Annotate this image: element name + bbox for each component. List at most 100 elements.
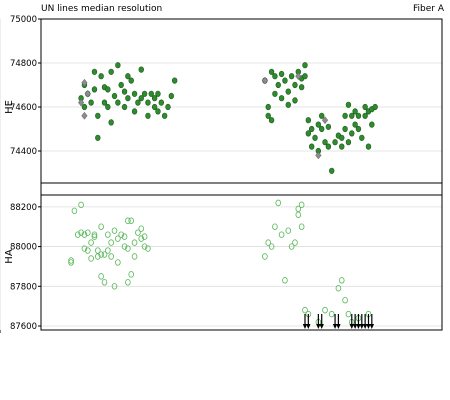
ha-point [98, 273, 104, 280]
ha-point [342, 297, 348, 304]
he-point [131, 108, 138, 115]
y-tick-label: 75000 [10, 15, 37, 25]
ha-point [74, 231, 81, 238]
he-point [168, 92, 175, 100]
ha-point [145, 245, 151, 252]
he-point [308, 143, 315, 150]
ha-point [275, 199, 282, 207]
ha-point [68, 259, 74, 266]
ha-point [141, 243, 148, 250]
he-point [155, 108, 161, 115]
he-point [125, 95, 131, 102]
ha-limit-arrowhead [336, 324, 341, 329]
he-point [81, 103, 88, 111]
ha-point [101, 251, 108, 258]
he-point [121, 103, 128, 111]
ha-point [125, 245, 131, 252]
ha-point [131, 253, 138, 260]
ha-point [115, 235, 121, 242]
ha-point [135, 229, 141, 236]
he-point [268, 117, 275, 124]
he-point [319, 112, 325, 119]
he-point [275, 81, 281, 89]
he-point [345, 101, 352, 108]
he-point [349, 130, 355, 137]
he-point [128, 77, 134, 84]
he-point [141, 90, 148, 97]
ha-point [298, 223, 305, 230]
he-point [342, 125, 348, 133]
he-point [355, 112, 362, 119]
ha-point [68, 257, 74, 264]
ha-point [328, 310, 335, 318]
ha-point [111, 227, 118, 234]
he-point [298, 84, 305, 91]
he-point [372, 103, 378, 111]
ha-point [111, 283, 118, 290]
ha-point [128, 271, 135, 278]
ha-point [128, 217, 135, 224]
ha-limit-arrowhead [352, 324, 358, 329]
ha-point [138, 235, 145, 242]
ha-point [115, 259, 121, 266]
he-point [121, 88, 128, 95]
he-panel: 74400 74600 74800 75000 HE [0, 15, 443, 198]
ha-point [141, 233, 148, 240]
y-tick-label: 87800 [10, 282, 37, 292]
ha-point [285, 227, 292, 234]
he-point [138, 66, 144, 73]
he-point [345, 139, 352, 146]
he-point [322, 139, 328, 146]
ha-point [125, 217, 131, 224]
he-point [115, 62, 121, 69]
ha-point [81, 231, 88, 238]
he-point [268, 68, 275, 75]
he-point [88, 99, 94, 106]
he-point [362, 103, 368, 111]
he-point [292, 97, 298, 104]
ha-point [338, 277, 345, 284]
he-point [305, 117, 312, 124]
y-tick-label: 87600 [10, 322, 37, 332]
ha-point [272, 223, 278, 230]
he-flagged-point [77, 98, 85, 107]
ha-limit-arrowhead [302, 324, 308, 329]
ha-point [322, 306, 328, 314]
he-flagged-point [295, 72, 302, 81]
ha-point [84, 229, 91, 236]
he-point [278, 95, 285, 102]
ha-point [108, 253, 114, 260]
he-point [158, 99, 165, 106]
ha-point [91, 233, 98, 240]
ha-point [78, 229, 84, 236]
he-flagged-point [261, 76, 269, 85]
ha-limit-arrowhead [362, 324, 368, 329]
he-point [265, 112, 271, 119]
he-point [352, 121, 358, 128]
he-point [288, 73, 295, 80]
he-point [352, 108, 358, 115]
he-point [285, 101, 291, 108]
he-point [111, 92, 118, 100]
ha-point [265, 239, 272, 246]
y-tick-label: 74400 [10, 147, 37, 157]
he-point [91, 68, 98, 75]
ha-point [121, 243, 128, 250]
he-point [105, 103, 111, 111]
he-point [98, 73, 104, 80]
ha-limit-arrowhead [366, 324, 371, 329]
ha-point [262, 253, 268, 260]
ha-limit-arrowhead [349, 324, 354, 329]
he-point [362, 112, 368, 119]
ha-limit-arrowhead [306, 324, 311, 329]
he-point [148, 90, 154, 97]
ha-point [105, 247, 111, 254]
ha-point [118, 231, 124, 238]
ha-limit-arrowhead [356, 324, 361, 329]
he-point [305, 130, 312, 137]
ha-point [278, 231, 285, 238]
ha-point [335, 285, 342, 292]
he-point [105, 86, 111, 93]
plot-frame [40, 182, 443, 331]
y-tick-label: 88200 [10, 203, 37, 213]
